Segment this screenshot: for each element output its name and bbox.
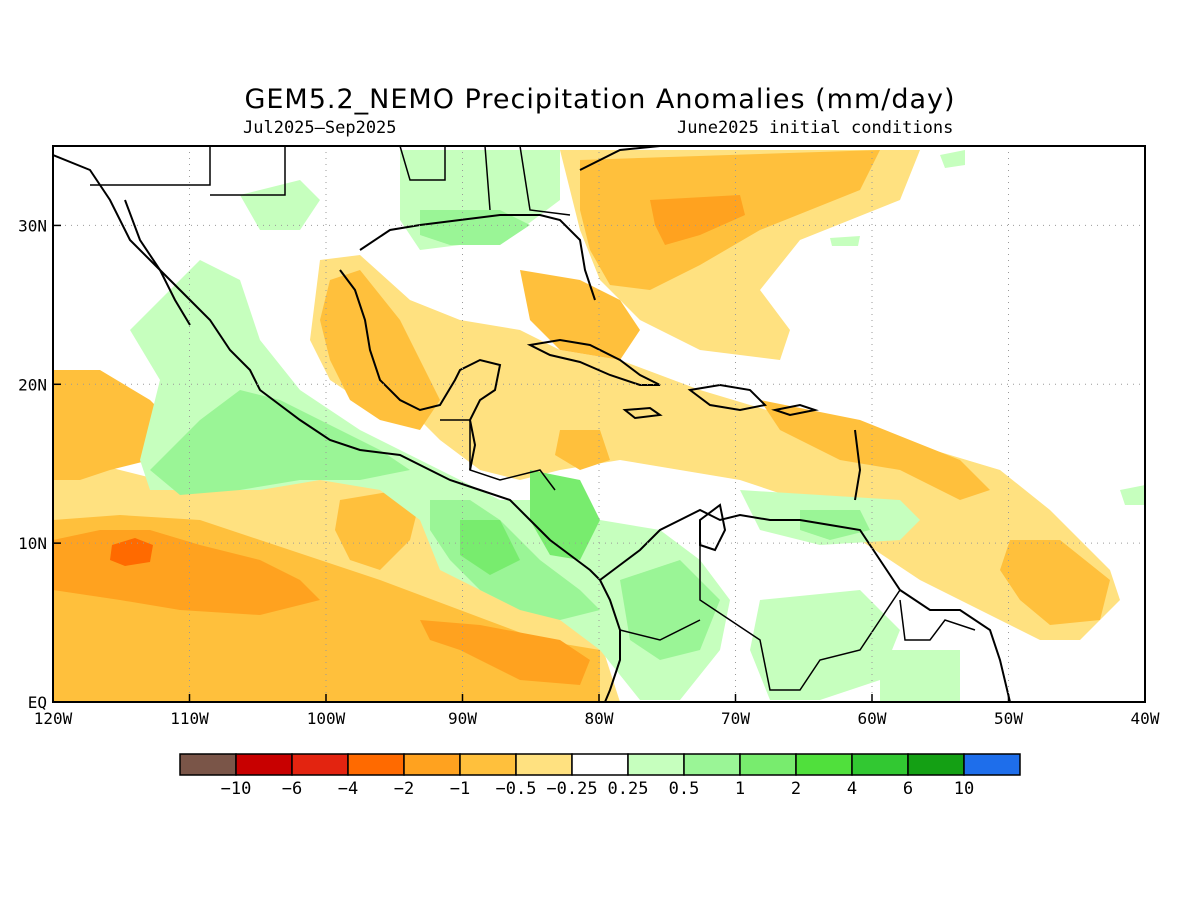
dry-anomaly-region — [110, 538, 153, 566]
dry-anomaly-region — [53, 370, 600, 702]
colorbar-swatch — [627, 753, 685, 776]
longitude-axis: 120W 110W 100W 90W 80W 70W 60W 50W 40W — [34, 694, 1160, 728]
dry-anomaly-region — [320, 270, 1110, 625]
x-tick-label: 60W — [858, 709, 887, 728]
wet-anomaly-region — [460, 470, 600, 575]
y-tick-label: 20N — [18, 375, 47, 394]
colorbar-label: 2 — [791, 779, 801, 799]
y-tick-label: 10N — [18, 534, 47, 553]
colorbar-label: −1 — [450, 779, 470, 799]
x-tick-label: 80W — [585, 709, 614, 728]
colorbar-swatch — [291, 753, 349, 776]
map-grid — [53, 146, 1145, 702]
x-tick-label: 100W — [307, 709, 346, 728]
colorbar-label: −6 — [282, 779, 302, 799]
initial-conditions-subtitle: June2025 initial conditions — [677, 118, 954, 138]
colorbar-swatch — [739, 753, 797, 776]
chart-title: GEM5.2_NEMO Precipitation Anomalies (mm/… — [244, 84, 956, 115]
dry-anomaly-region — [650, 195, 745, 245]
colorbar-swatch — [347, 753, 405, 776]
colorbar-swatch — [515, 753, 573, 776]
colorbar-swatch — [851, 753, 909, 776]
colorbar-label: 0.25 — [608, 779, 649, 799]
coastlines — [53, 146, 1011, 702]
colorbar-label: 10 — [954, 779, 974, 799]
colorbar-label: −10 — [221, 779, 252, 799]
colorbar-swatch — [459, 753, 517, 776]
wet-anomaly-region — [420, 210, 870, 540]
colorbar-label: −2 — [394, 779, 414, 799]
colorbar-label: 4 — [847, 779, 857, 799]
dry-anomaly-region — [53, 530, 590, 685]
colorbar-label: −4 — [338, 779, 358, 799]
dry-anomaly-region — [310, 255, 1120, 640]
colorbar-label: 0.5 — [669, 779, 700, 799]
colorbar-swatch — [235, 753, 293, 776]
colorbar-swatch — [683, 753, 741, 776]
colorbar-swatch — [795, 753, 853, 776]
colorbar-swatch — [907, 753, 965, 776]
x-tick-label: 120W — [34, 709, 73, 728]
colorbar-swatch — [963, 753, 1021, 776]
colorbar-label: −0.5 — [496, 779, 537, 799]
country-borders — [90, 146, 976, 691]
wet-anomaly-region — [150, 390, 720, 660]
colorbar-labels: −10 −6 −4 −2 −1 −0.5 −0.25 0.25 0.5 1 2 4 6 10 — [221, 779, 975, 799]
colorbar-swatch — [403, 753, 461, 776]
x-tick-label: 50W — [994, 709, 1023, 728]
x-tick-label: 40W — [1131, 709, 1160, 728]
colorbar-label: 6 — [903, 779, 913, 799]
dry-anomaly-region — [335, 490, 420, 570]
latitude-axis: EQ 10N 20N 30N — [18, 216, 61, 712]
y-tick-label: EQ — [28, 693, 47, 712]
anomaly-shading — [53, 150, 1145, 702]
colorbar-swatch — [179, 753, 237, 776]
colorbar — [179, 753, 1021, 776]
y-tick-label: 30N — [18, 216, 47, 235]
x-tick-label: 70W — [721, 709, 750, 728]
x-tick-label: 110W — [170, 709, 209, 728]
colorbar-label: 1 — [735, 779, 745, 799]
colorbar-label: −0.25 — [546, 779, 597, 799]
wet-anomaly-region — [240, 150, 960, 702]
x-tick-label: 90W — [448, 709, 477, 728]
colorbar-swatch — [571, 753, 629, 776]
period-subtitle: Jul2025–Sep2025 — [243, 118, 397, 138]
